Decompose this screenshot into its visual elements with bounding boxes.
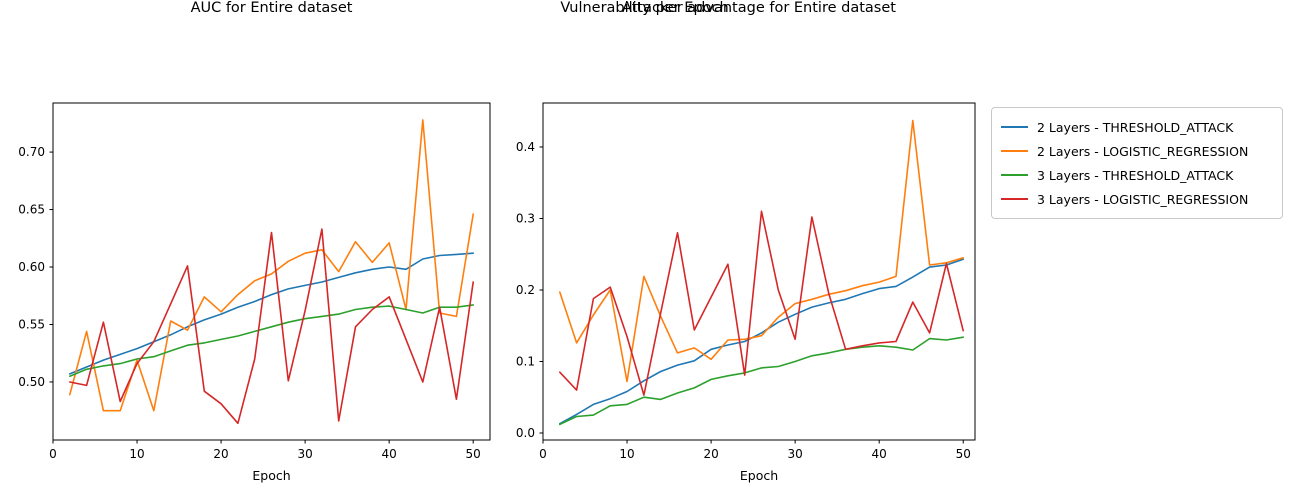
x-tick-label: 30 (297, 447, 312, 461)
y-tick-label: 0.60 (18, 260, 45, 274)
legend: 2 Layers - THRESHOLD_ATTACK 2 Layers - LO… (991, 107, 1283, 219)
series-line-3-layers-logistic-regression (69, 228, 475, 425)
y-tick-label: 0.65 (18, 203, 45, 217)
y-tick-label: 0.2 (516, 283, 535, 297)
right-chart-xlabel: Epoch (739, 468, 779, 483)
legend-item-2-layers-logistic-regression: 2 Layers - LOGISTIC_REGRESSION (1001, 139, 1273, 163)
y-tick-label: 0.4 (516, 140, 535, 154)
series-line-3-layers-threshold-attack (558, 336, 965, 426)
x-tick-label: 0 (49, 447, 57, 461)
legend-line-swatch (1001, 198, 1028, 200)
x-tick-label: 20 (703, 447, 718, 461)
y-tick-label: 0.0 (516, 426, 535, 440)
series-line-2-layers-logistic-regression (558, 119, 965, 383)
series-line-3-layers-logistic-regression (558, 210, 965, 396)
y-tick-label: 0.3 (516, 211, 535, 225)
figure-suptitle: Vulnerability per Epoch (560, 0, 729, 16)
legend-line-swatch (1001, 126, 1028, 128)
x-tick-label: 40 (382, 447, 397, 461)
x-tick-label: 10 (129, 447, 144, 461)
x-tick-label: 40 (872, 447, 887, 461)
axes-border (542, 102, 976, 441)
right-chart-title: Attacker advantage for Entire dataset (622, 0, 896, 16)
series-line-3-layers-threshold-attack (69, 304, 475, 378)
legend-line-swatch (1001, 150, 1028, 152)
y-tick-label: 0.1 (516, 354, 535, 368)
y-tick-label: 0.70 (18, 145, 45, 159)
legend-item-3-layers-logistic-regression: 3 Layers - LOGISTIC_REGRESSION (1001, 187, 1273, 211)
series-line-2-layers-threshold-attack (558, 258, 965, 425)
legend-label: 2 Layers - LOGISTIC_REGRESSION (1037, 143, 1249, 159)
legend-label: 3 Layers - THRESHOLD_ATTACK (1037, 167, 1234, 183)
x-tick-label: 10 (619, 447, 634, 461)
x-tick-label: 50 (466, 447, 481, 461)
x-tick-label: 50 (956, 447, 971, 461)
legend-item-2-layers-threshold-attack: 2 Layers - THRESHOLD_ATTACK (1001, 115, 1273, 139)
left-chart-title: AUC for Entire dataset (190, 0, 353, 16)
x-tick-label: 20 (213, 447, 228, 461)
legend-label: 3 Layers - LOGISTIC_REGRESSION (1037, 191, 1249, 207)
y-tick-label: 0.55 (18, 317, 45, 331)
legend-item-3-layers-threshold-attack: 3 Layers - THRESHOLD_ATTACK (1001, 163, 1273, 187)
legend-line-swatch (1001, 174, 1028, 176)
series-line-2-layers-threshold-attack (69, 252, 475, 375)
legend-label: 2 Layers - THRESHOLD_ATTACK (1037, 119, 1234, 135)
y-tick-label: 0.50 (18, 375, 45, 389)
axes-border (52, 102, 491, 441)
x-tick-label: 0 (539, 447, 547, 461)
left-chart-xlabel: Epoch (252, 468, 291, 483)
x-tick-label: 30 (787, 447, 802, 461)
